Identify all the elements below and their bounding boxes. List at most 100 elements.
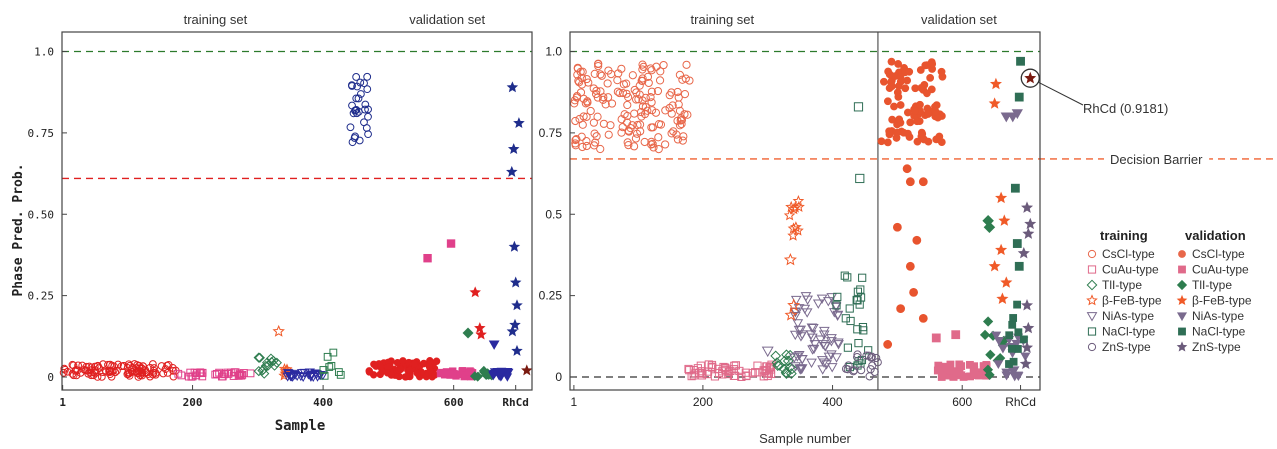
data-point: [905, 67, 914, 76]
data-point: [849, 367, 858, 376]
legend-label-validation: NiAs-type: [1192, 309, 1244, 323]
data-point: [807, 345, 818, 355]
data-point: [883, 340, 893, 349]
data-point: [1005, 331, 1014, 340]
data-point: [831, 353, 842, 363]
data-point: [806, 333, 818, 344]
data-point: [991, 331, 1002, 341]
y-tick-label: 1.0: [34, 46, 54, 59]
data-point: [918, 130, 927, 138]
data-point: [104, 360, 112, 369]
data-point: [862, 351, 871, 360]
data-point: [790, 307, 801, 317]
legend-marker-validation: [1176, 294, 1188, 306]
legend-marker-training: [1087, 342, 1097, 352]
data-point: [676, 114, 686, 123]
data-point: [73, 366, 82, 375]
data-point: [995, 191, 1008, 204]
data-point: [1008, 320, 1017, 329]
data-point: [352, 94, 361, 103]
data-point: [852, 295, 861, 305]
data-point: [952, 368, 961, 377]
data-point: [885, 127, 894, 136]
data-point: [159, 369, 168, 378]
data-point: [853, 325, 862, 334]
data-point: [511, 299, 523, 311]
data-point: [598, 95, 608, 104]
data-point: [793, 200, 805, 212]
data-point: [437, 369, 445, 377]
data-point: [1021, 201, 1034, 213]
data-point: [348, 101, 356, 110]
x-tick-label: 600: [444, 396, 464, 409]
data-point: [1024, 71, 1037, 84]
data-point: [69, 371, 78, 380]
data-point: [951, 330, 961, 340]
data-point: [647, 137, 656, 146]
data-point: [843, 273, 852, 282]
data-point: [211, 370, 220, 379]
data-point: [327, 361, 336, 370]
data-point: [348, 82, 356, 90]
left-chart: 1 200 400 600 RhCd 0 0.25 0.50 0.75 1.0 training s…: [11, 12, 533, 434]
data-point: [1022, 227, 1035, 239]
data-point: [405, 366, 414, 374]
data-point: [795, 332, 807, 342]
data-point: [865, 372, 874, 381]
data-point: [350, 134, 359, 142]
data-point: [362, 124, 371, 132]
data-point: [933, 366, 942, 375]
data-point: [806, 323, 818, 333]
data-point: [873, 358, 882, 367]
data-point: [1020, 352, 1031, 362]
data-point: [659, 60, 668, 70]
data-point: [622, 79, 631, 88]
data-point: [334, 368, 343, 376]
data-point: [571, 141, 580, 150]
section-label: training set: [184, 12, 248, 27]
data-point: [272, 324, 285, 337]
data-point: [982, 316, 994, 327]
left-x-axis-label: Sample: [275, 418, 326, 434]
data-point: [594, 61, 603, 71]
data-point: [853, 287, 862, 296]
data-point: [945, 366, 954, 375]
data-point: [570, 96, 579, 105]
data-point: [361, 105, 369, 114]
data-point: [596, 70, 605, 79]
data-point: [770, 350, 782, 362]
y-tick-label: 1.0: [545, 45, 562, 59]
data-point: [678, 136, 687, 145]
data-point: [254, 352, 265, 363]
data-point: [1010, 183, 1020, 193]
data-point: [628, 71, 637, 80]
data-point: [488, 372, 499, 381]
data-point: [853, 102, 864, 112]
data-point: [880, 77, 888, 86]
data-point: [822, 297, 834, 307]
data-point: [349, 109, 358, 118]
rhcd-highlight-circle: [1020, 68, 1040, 88]
data-point: [965, 360, 974, 369]
data-point: [253, 365, 264, 377]
x-tick-label: 400: [823, 395, 843, 409]
data-point: [269, 360, 280, 371]
data-point: [220, 370, 229, 379]
data-point: [923, 61, 931, 70]
data-point: [903, 76, 912, 85]
data-point: [979, 329, 991, 341]
data-point: [832, 338, 844, 348]
data-point: [630, 109, 639, 118]
data-point: [924, 137, 933, 146]
data-point: [890, 102, 898, 111]
legend-marker-validation: [1176, 312, 1188, 322]
data-point: [843, 343, 853, 352]
data-point: [384, 363, 392, 371]
data-point: [177, 371, 186, 380]
data-point: [68, 360, 77, 369]
data-point: [511, 344, 523, 356]
data-point: [667, 109, 676, 118]
data-point: [673, 87, 682, 97]
data-point: [913, 117, 921, 126]
x-tick-label: 400: [313, 396, 333, 409]
